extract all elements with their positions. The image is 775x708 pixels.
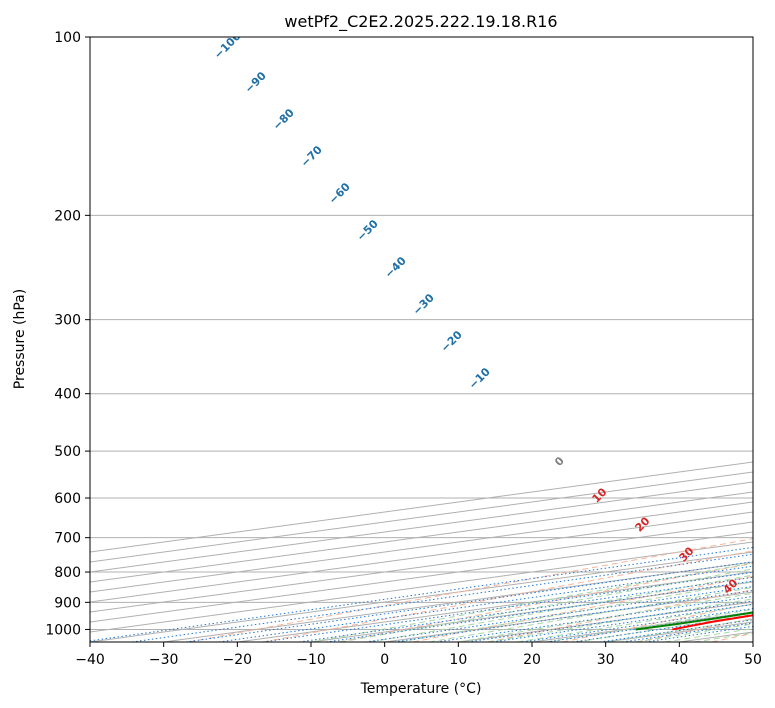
x-tick-label: 0	[380, 652, 389, 668]
isotherm-line	[90, 491, 753, 583]
y-tick-label: 500	[54, 444, 81, 460]
isotherm-line	[90, 511, 753, 603]
y-axis-ticks: 100 200 300 400 500 600 700 800 900 1000	[45, 30, 90, 638]
x-tick-label: 50	[744, 652, 762, 668]
mixing-ratio-line	[522, 608, 753, 642]
x-tick-label: −20	[223, 652, 253, 668]
isotherm-line	[90, 521, 753, 613]
y-axis-title: Pressure (hPa)	[12, 289, 28, 389]
moist-adiabat-line	[428, 586, 753, 642]
dry-adiabat-lines	[188, 538, 753, 642]
mixing-ratio-line	[436, 595, 753, 642]
y-tick-label: 900	[54, 595, 81, 611]
mixing-ratio-lines	[90, 546, 753, 642]
x-axis-ticks: −40 −30 −20 −10 0 10 20 30 40 50	[75, 642, 762, 668]
isotherm-lines	[90, 461, 753, 642]
mixing-ratio-line	[467, 600, 753, 642]
x-tick-label: 40	[670, 652, 688, 668]
isotherm-line	[90, 471, 753, 563]
y-tick-label: 800	[54, 565, 81, 581]
x-tick-label: 20	[523, 652, 541, 668]
x-tick-label: −40	[75, 652, 105, 668]
moist-adiabat-line	[487, 598, 753, 642]
moist-adiabat-line	[369, 574, 753, 642]
mixing-ratio-line	[90, 546, 753, 642]
x-axis-title: Temperature (°C)	[360, 681, 482, 697]
mixing-ratio-line	[131, 553, 753, 642]
dry-adiabat-line	[338, 562, 753, 642]
y-tick-label: 700	[54, 531, 81, 547]
mixing-ratio-line	[492, 603, 753, 642]
isotherm-line	[90, 481, 753, 573]
isotherm-line	[90, 461, 753, 553]
isotherm-line	[90, 501, 753, 593]
x-tick-label: 10	[449, 652, 467, 668]
isotherm-line	[90, 531, 753, 623]
chart-title: wetPf2_C2E2.2025.222.19.18.R16	[284, 12, 557, 32]
y-tick-label: 300	[54, 313, 81, 329]
mixing-ratio-line	[185, 561, 753, 642]
moist-adiabat-line	[340, 568, 753, 642]
plot-frame	[89, 36, 754, 643]
x-tick-label: −10	[296, 652, 326, 668]
dry-adiabat-line	[412, 575, 753, 642]
dry-adiabat-line	[188, 538, 753, 642]
y-tick-label: 1000	[45, 622, 81, 638]
y-tick-label: 400	[54, 387, 81, 403]
y-tick-label: 200	[54, 208, 81, 224]
x-tick-label: −30	[149, 652, 179, 668]
y-tick-label: 600	[54, 491, 81, 507]
y-tick-label: 100	[54, 30, 81, 46]
x-tick-label: 30	[597, 652, 615, 668]
moist-adiabat-lines	[310, 562, 753, 642]
plot-background	[90, 37, 753, 642]
